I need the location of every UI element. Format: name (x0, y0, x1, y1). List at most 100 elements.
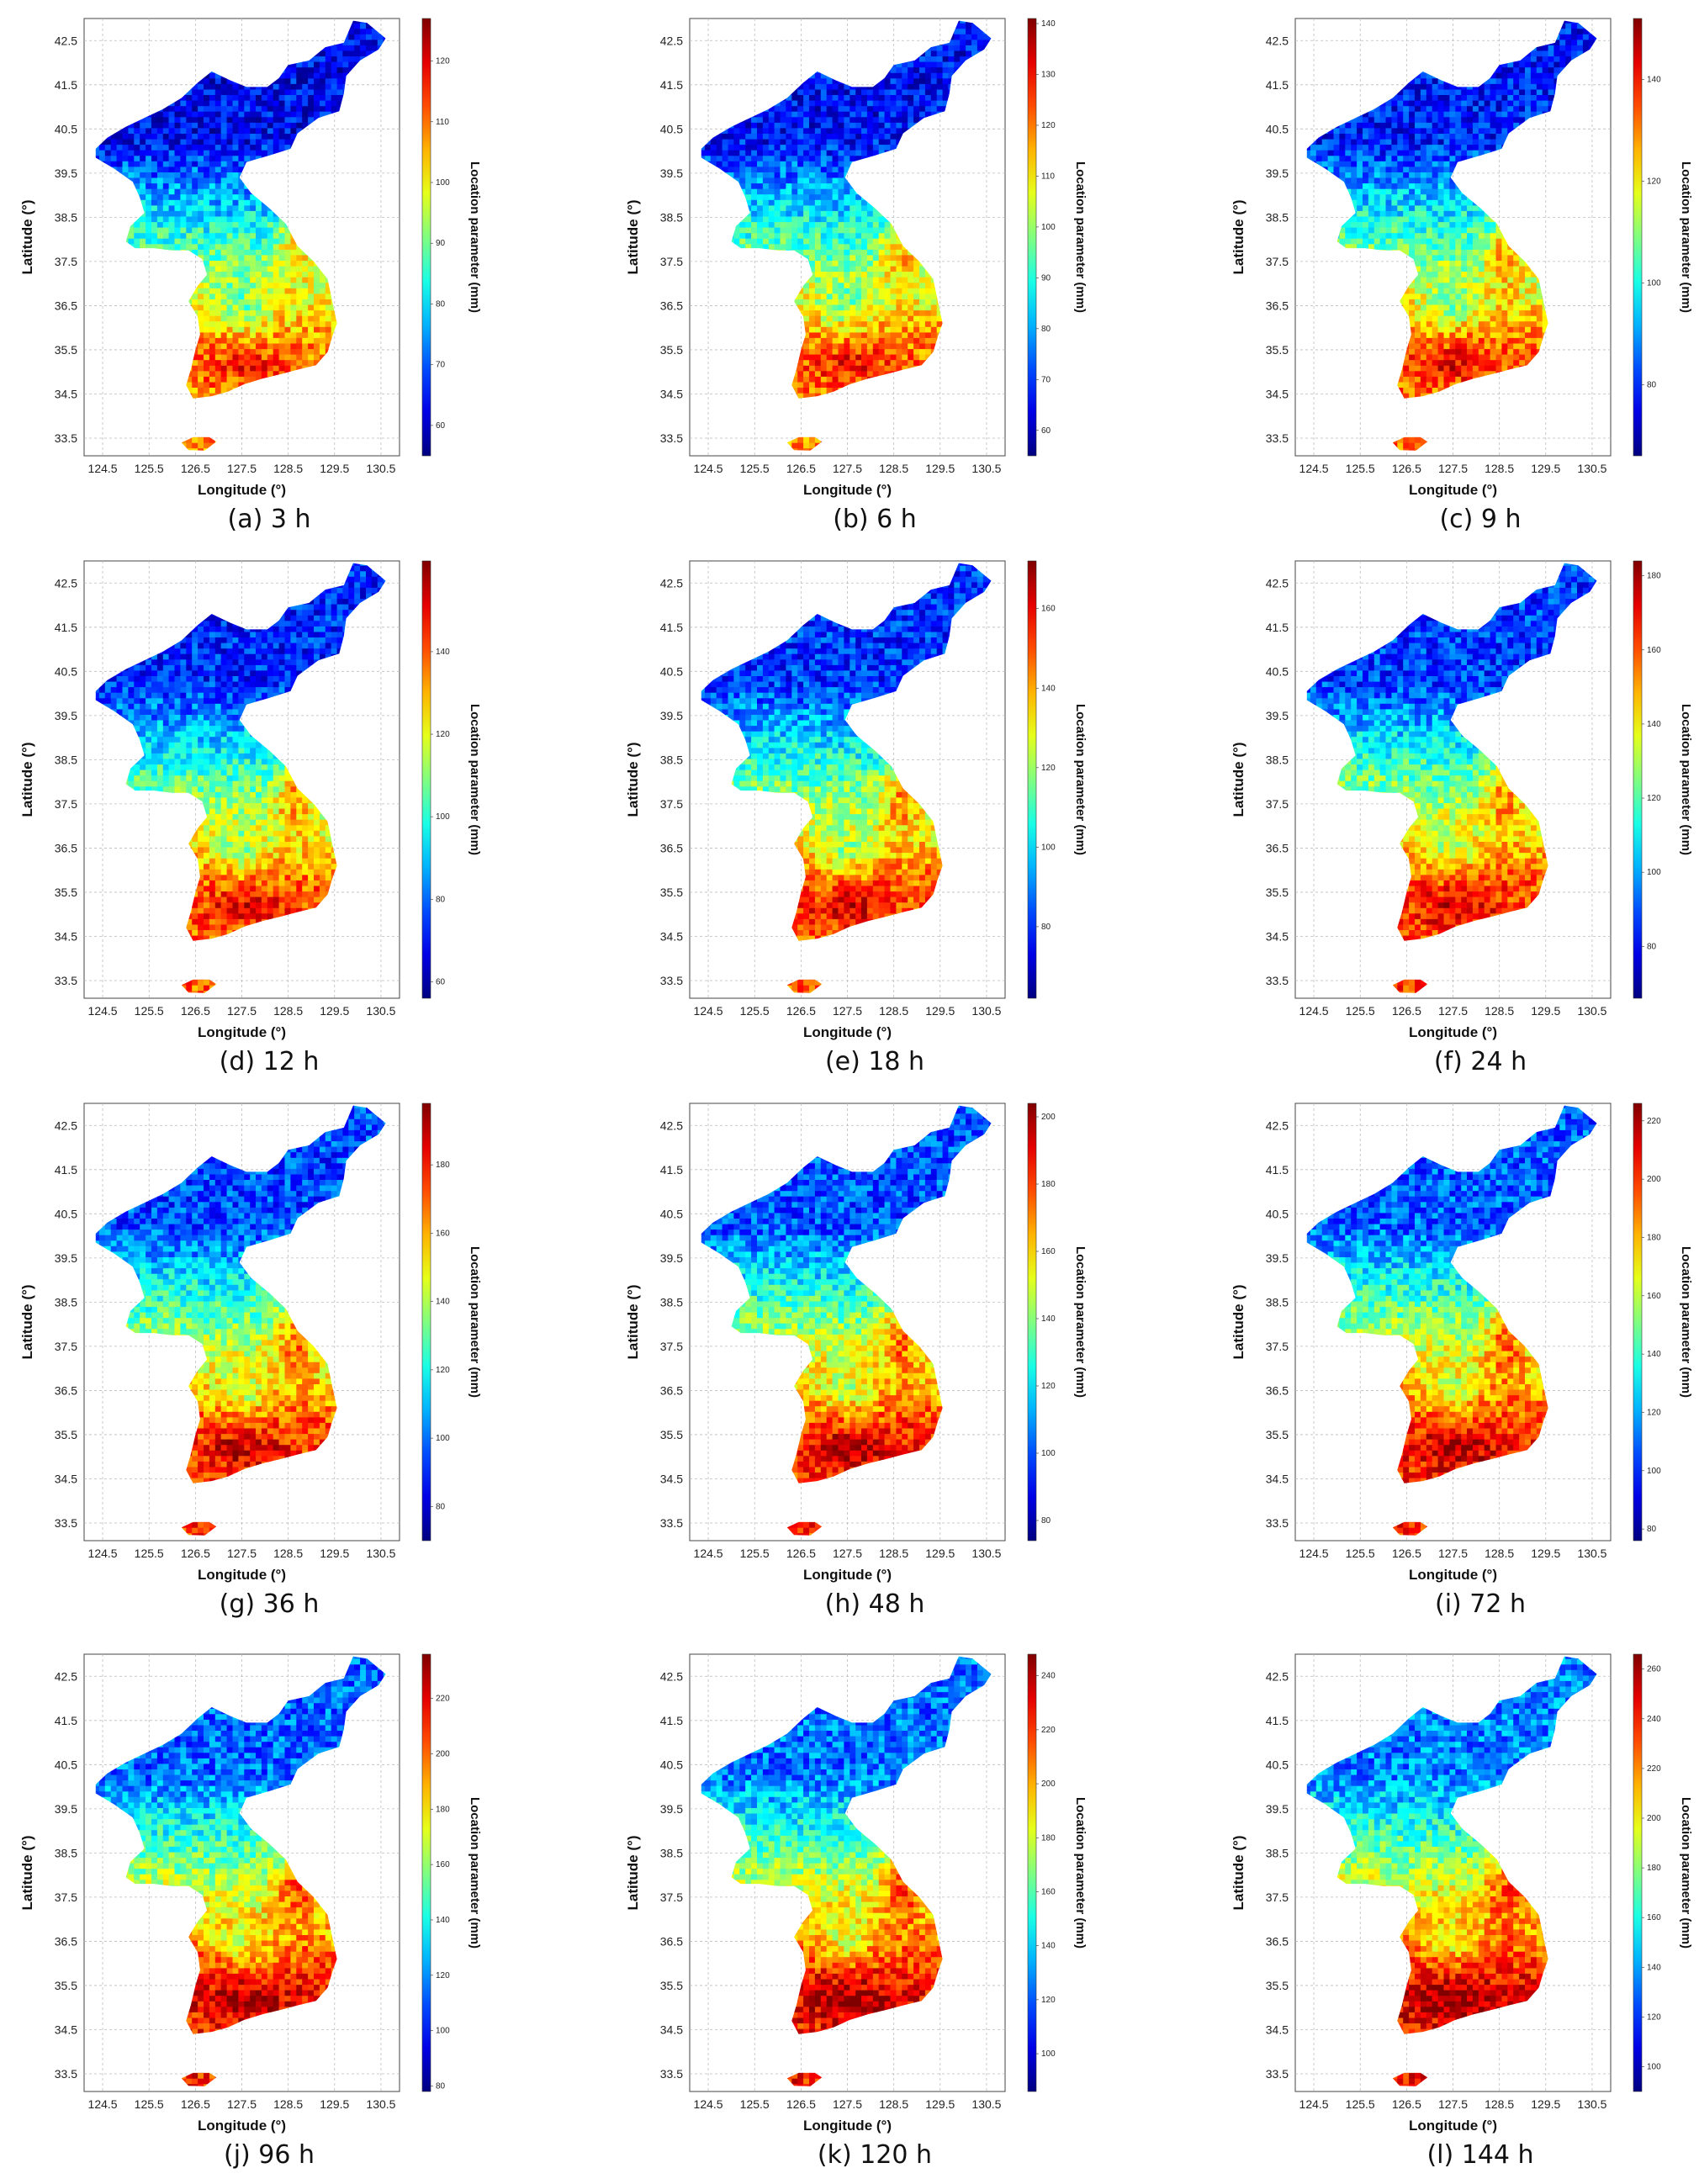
colorbar-tick-label: 100 (436, 1434, 450, 1443)
y-tick-label: 37.5 (660, 255, 683, 268)
map-plot: 124.5 125.5 126.5 127.5 128.5 129.5 130.5 42.5 4… (625, 18, 1088, 498)
x-axis-label: Longitude (°) (1409, 1567, 1497, 1583)
map-plot: 124.5 125.5 126.5 127.5 128.5 129.5 130.5 42.5 4… (19, 18, 482, 498)
y-tick-label: 40.5 (55, 664, 77, 678)
colorbar (1633, 1653, 1643, 2092)
y-tick-label: 34.5 (1266, 2023, 1289, 2036)
colorbar-label: Location parameter (mm) (468, 1797, 482, 1949)
y-tick-label: 38.5 (660, 753, 683, 766)
map-panel: 124.5 125.5 126.5 127.5 128.5 129.5 130.5 42.5 4… (1220, 0, 1699, 538)
x-tick-label: 128.5 (273, 1547, 303, 1560)
y-tick-label: 39.5 (1266, 709, 1289, 722)
y-tick-label: 33.5 (1266, 1516, 1289, 1530)
colorbar-tick-label: 160 (436, 1860, 450, 1869)
y-tick-label: 36.5 (55, 299, 77, 312)
x-tick-label: 127.5 (1438, 1547, 1468, 1560)
y-tick-label: 37.5 (1266, 797, 1289, 811)
x-tick-label: 130.5 (366, 1004, 395, 1018)
y-tick-label: 42.5 (660, 576, 683, 590)
x-tick-label: 125.5 (740, 1004, 770, 1018)
x-tick-label: 125.5 (740, 462, 770, 475)
y-tick-label: 33.5 (55, 1516, 77, 1530)
colorbar-label: Location parameter (mm) (468, 161, 482, 313)
y-tick-label: 35.5 (660, 343, 683, 357)
x-tick-label: 124.5 (1299, 1547, 1329, 1560)
y-tick-label: 39.5 (660, 167, 683, 180)
panel-caption: (c) 9 h (1220, 505, 1699, 534)
map-panel: 124.5 125.5 126.5 127.5 128.5 129.5 130.5 42.5 4… (8, 542, 530, 1081)
y-tick-label: 35.5 (1266, 886, 1289, 899)
map-plot: 124.5 125.5 126.5 127.5 128.5 129.5 130.5 42.5 4… (1231, 18, 1693, 498)
y-tick-label: 38.5 (55, 1295, 77, 1309)
x-tick-label: 124.5 (88, 1004, 118, 1018)
y-tick-label: 41.5 (660, 621, 683, 634)
y-tick-label: 42.5 (1266, 1118, 1289, 1132)
y-tick-label: 36.5 (55, 1383, 77, 1397)
y-tick-label: 36.5 (1266, 1934, 1289, 1948)
x-tick-label: 124.5 (694, 2097, 723, 2111)
colorbar-tick-label: 60 (436, 977, 446, 986)
map-plot: 124.5 125.5 126.5 127.5 128.5 129.5 130.5 42.5 4… (19, 560, 482, 1040)
y-tick-label: 38.5 (55, 210, 77, 224)
colorbar-tick-label: 100 (1041, 223, 1056, 232)
y-tick-label: 40.5 (660, 1758, 683, 1771)
x-tick-label: 125.5 (740, 1547, 770, 1560)
y-tick-label: 42.5 (1266, 576, 1289, 590)
x-axis-label: Longitude (°) (198, 1024, 286, 1040)
x-tick-label: 124.5 (1299, 1004, 1329, 1018)
colorbar-tick-label: 140 (1647, 720, 1661, 729)
colorbar-tick-label: 140 (1647, 1963, 1661, 1972)
y-tick-label: 41.5 (55, 1163, 77, 1177)
y-tick-label: 37.5 (660, 1891, 683, 1904)
y-tick-label: 41.5 (55, 1714, 77, 1727)
x-tick-label: 130.5 (971, 2097, 1001, 2111)
colorbar-tick-label: 110 (436, 118, 449, 127)
x-tick-label: 128.5 (273, 2097, 303, 2111)
x-tick-label: 130.5 (1577, 1547, 1606, 1560)
y-tick-label: 37.5 (1266, 1340, 1289, 1353)
x-tick-label: 124.5 (694, 462, 723, 475)
y-tick-label: 37.5 (55, 255, 77, 268)
y-tick-label: 39.5 (1266, 1251, 1289, 1265)
map-plot: 124.5 125.5 126.5 127.5 128.5 129.5 130.5 42.5 4… (625, 1653, 1088, 2134)
colorbar (1027, 560, 1037, 999)
y-tick-label: 39.5 (1266, 167, 1289, 180)
colorbar-tick-label: 180 (436, 1805, 450, 1814)
x-tick-label: 127.5 (1438, 2097, 1468, 2111)
panel-caption: (d) 12 h (8, 1047, 530, 1076)
colorbar-tick-label: 160 (1041, 1887, 1056, 1896)
y-tick-label: 42.5 (55, 1669, 77, 1683)
x-tick-label: 129.5 (320, 1547, 349, 1560)
map-plot: 124.5 125.5 126.5 127.5 128.5 129.5 130.5 42.5 4… (625, 1103, 1088, 1583)
y-tick-label: 39.5 (55, 709, 77, 722)
colorbar-tick-label: 140 (1041, 684, 1056, 693)
x-tick-label: 129.5 (320, 2097, 349, 2111)
x-axis-label: Longitude (°) (198, 2118, 286, 2134)
colorbar-tick-label: 140 (1041, 1942, 1056, 1951)
x-tick-label: 127.5 (833, 462, 862, 475)
y-axis-label: Latitude (°) (625, 1285, 641, 1360)
y-tick-label: 35.5 (1266, 343, 1289, 357)
colorbar-tick-label: 100 (1647, 1467, 1661, 1476)
y-tick-label: 37.5 (55, 1891, 77, 1904)
y-tick-label: 41.5 (55, 621, 77, 634)
colorbar-tick-label: 100 (436, 812, 450, 822)
colorbar-tick-label: 120 (1041, 764, 1056, 773)
colorbar-tick-label: 220 (1647, 1117, 1661, 1126)
y-tick-label: 42.5 (660, 34, 683, 47)
colorbar-tick-label: 180 (1647, 1233, 1661, 1242)
y-tick-label: 36.5 (660, 1934, 683, 1948)
x-axis-label: Longitude (°) (198, 1567, 286, 1583)
y-tick-label: 37.5 (1266, 255, 1289, 268)
colorbar-tick-label: 120 (1041, 121, 1056, 130)
colorbar-tick-label: 140 (436, 648, 450, 657)
map-panel: 124.5 125.5 126.5 127.5 128.5 129.5 130.5 42.5 4… (8, 0, 530, 538)
y-tick-label: 34.5 (660, 387, 683, 400)
colorbar-tick-label: 200 (436, 1749, 450, 1758)
y-tick-label: 36.5 (1266, 841, 1289, 854)
colorbar-tick-label: 120 (1647, 177, 1661, 186)
x-tick-label: 127.5 (833, 2097, 862, 2111)
colorbar-tick-label: 80 (436, 1502, 446, 1511)
x-axis-label: Longitude (°) (198, 482, 286, 498)
